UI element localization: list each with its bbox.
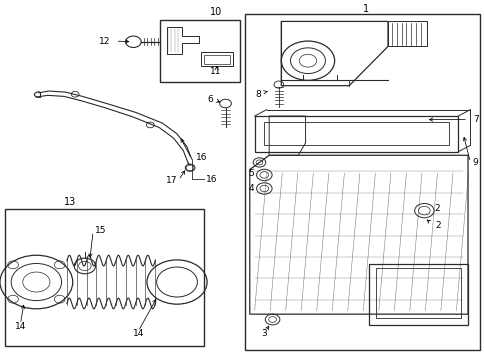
Bar [264, 122, 448, 145]
Text: 15: 15 [94, 226, 106, 235]
Text: 6: 6 [207, 95, 213, 105]
Bar [203, 55, 230, 64]
Bar [244, 14, 479, 350]
Bar [5, 209, 203, 346]
Bar [375, 268, 460, 318]
Text: 2: 2 [433, 204, 439, 213]
Text: 2: 2 [434, 221, 440, 230]
Text: 4: 4 [248, 184, 254, 193]
Bar [201, 52, 232, 66]
Text: 3: 3 [261, 329, 267, 338]
Text: 16: 16 [196, 153, 208, 162]
Text: 7: 7 [472, 115, 478, 124]
Text: 8: 8 [255, 90, 261, 99]
Text: 1: 1 [363, 4, 368, 14]
Text: 9: 9 [472, 158, 478, 167]
Text: 13: 13 [64, 197, 76, 207]
Bar [254, 116, 457, 152]
Bar [160, 20, 240, 82]
Text: 12: 12 [99, 36, 110, 46]
Bar [368, 264, 467, 325]
Text: 17: 17 [165, 176, 177, 186]
Text: 10: 10 [209, 7, 222, 17]
Text: 5: 5 [248, 169, 254, 178]
Text: 11: 11 [210, 67, 221, 76]
Text: 14: 14 [15, 322, 26, 331]
Text: 16: 16 [206, 175, 217, 184]
Text: 14: 14 [132, 329, 144, 338]
